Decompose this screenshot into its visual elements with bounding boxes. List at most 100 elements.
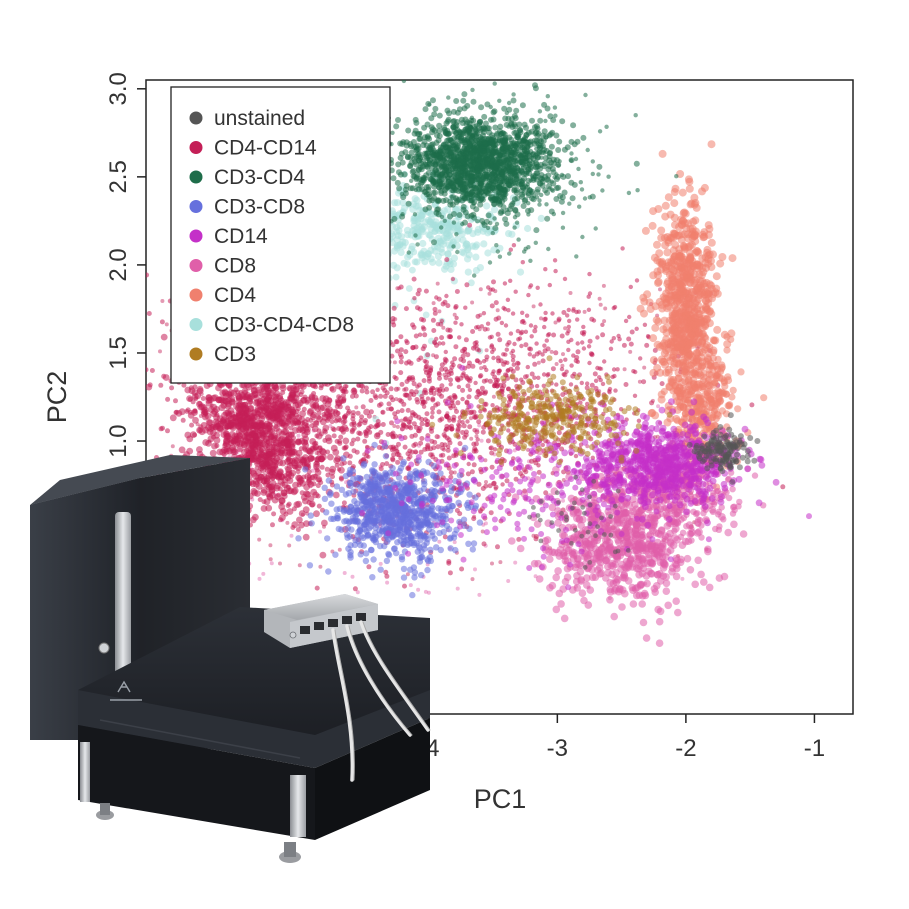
scatter-point: [649, 356, 658, 365]
scatter-point: [247, 439, 253, 445]
scatter-point: [359, 388, 365, 394]
scatter-point: [242, 395, 248, 401]
scatter-point: [481, 541, 487, 547]
scatter-point: [407, 396, 412, 401]
scatter-point: [538, 302, 543, 307]
scatter-point: [694, 341, 703, 350]
scatter-point: [493, 316, 499, 322]
scatter-point: [575, 359, 580, 364]
scatter-point: [393, 199, 401, 207]
scatter-point: [315, 455, 321, 461]
scatter-point: [547, 282, 552, 288]
scatter-point: [511, 362, 516, 367]
scatter-point: [675, 249, 684, 258]
scatter-point: [739, 530, 748, 538]
scatter-point: [318, 480, 324, 485]
scatter-point: [301, 461, 307, 467]
scatter-point: [455, 586, 460, 591]
scatter-point: [692, 297, 701, 306]
scatter-point: [448, 382, 453, 387]
scatter-point: [214, 412, 220, 418]
scatter-point: [476, 388, 481, 394]
scatter-point: [489, 464, 495, 470]
scatter-point: [186, 447, 194, 455]
scatter-point: [340, 429, 346, 435]
scatter-point: [440, 452, 446, 458]
scatter-point: [350, 410, 356, 416]
scatter-point: [259, 420, 265, 425]
scatter-point: [259, 448, 265, 454]
scatter-point: [433, 354, 439, 360]
scatter-point: [408, 425, 414, 431]
scatter-point: [386, 401, 392, 407]
scatter-point: [289, 469, 297, 477]
scatter-point: [553, 350, 559, 356]
scatter-point: [260, 424, 266, 429]
scatter-point: [634, 278, 640, 283]
scatter-point: [498, 560, 503, 565]
scatter-point: [652, 347, 658, 353]
scatter-point: [71, 322, 76, 327]
scatter-point: [532, 375, 537, 380]
scatter-point: [447, 418, 452, 423]
scatter-point: [159, 319, 165, 325]
scatter-point: [670, 230, 679, 239]
scatter-point: [393, 445, 399, 451]
scatter-point: [660, 294, 669, 303]
scatter-point: [446, 559, 452, 564]
scatter-point: [235, 393, 243, 401]
scatter-point: [622, 367, 627, 372]
scatter-point: [673, 344, 681, 352]
scatter-point: [448, 405, 453, 411]
scatter-point: [414, 397, 420, 402]
scatter-point: [414, 215, 422, 223]
scatter-point: [258, 453, 264, 459]
scatter-point: [467, 222, 473, 228]
scatter-point: [569, 363, 574, 368]
scatter-point: [422, 332, 428, 338]
scatter-point: [364, 428, 370, 434]
scatter-point: [556, 318, 561, 323]
scatter-point: [709, 413, 717, 421]
scatter-point: [355, 436, 361, 442]
scatter-point: [519, 377, 524, 382]
scatter-point: [540, 442, 545, 448]
scatter-point: [416, 587, 421, 592]
scatter-point: [642, 634, 651, 642]
scatter-point: [546, 584, 554, 592]
scatter-point: [550, 366, 556, 372]
scatter-point: [296, 516, 303, 524]
scatter-point: [313, 510, 320, 518]
scatter-point: [704, 221, 713, 230]
scatter-point: [290, 411, 296, 416]
scatter-point: [295, 500, 302, 508]
scatter-point: [260, 387, 266, 392]
scatter-point: [536, 360, 541, 365]
scatter-point: [491, 355, 496, 361]
scatter-point: [411, 276, 417, 282]
scatter-point: [434, 295, 439, 300]
scatter-point: [685, 340, 694, 349]
scatter-point: [403, 349, 409, 355]
scatter-point: [266, 428, 274, 435]
scatter-point: [285, 503, 291, 509]
scatter-point: [337, 404, 343, 410]
scatter-point: [483, 483, 489, 489]
scatter-point: [454, 409, 459, 414]
scatter-point: [457, 335, 462, 340]
scatter-point: [718, 253, 727, 261]
scatter-point: [158, 349, 162, 354]
scatter-point: [497, 337, 503, 343]
scatter-point: [368, 398, 374, 403]
scatter-point: [504, 478, 510, 484]
scatter-point: [649, 400, 655, 406]
scatter-point: [566, 324, 571, 330]
scatter-point: [690, 200, 699, 209]
scatter-point: [729, 386, 737, 394]
scatter-point: [383, 569, 389, 575]
scatter-point: [347, 460, 353, 466]
scatter-point: [363, 408, 370, 416]
scatter-point: [621, 342, 627, 348]
scatter-point: [700, 279, 709, 288]
scatter-point: [160, 333, 168, 341]
